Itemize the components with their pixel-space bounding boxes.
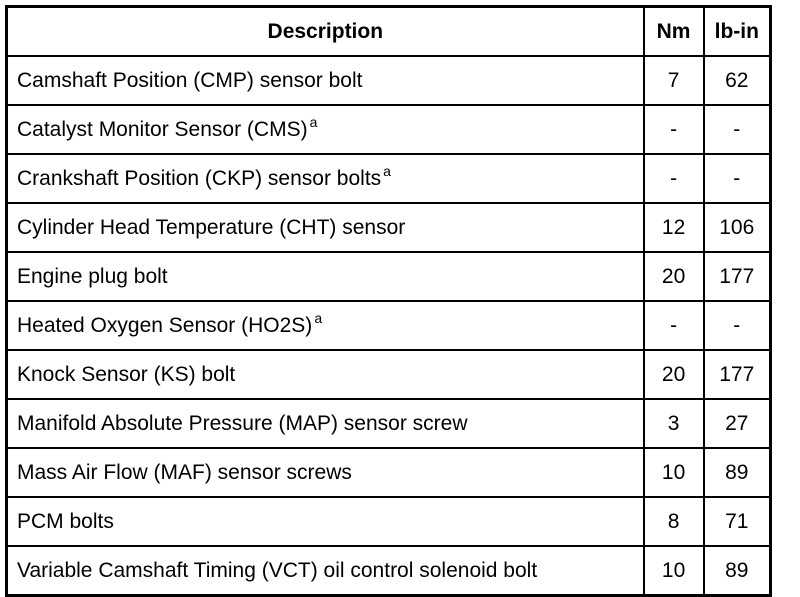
description-text: Camshaft Position (CMP) sensor bolt xyxy=(17,68,363,92)
lbin-cell: - xyxy=(702,104,772,155)
description-text: Variable Camshaft Timing (VCT) oil contr… xyxy=(17,558,538,582)
description-text: Cylinder Head Temperature (CHT) sensor xyxy=(17,215,406,239)
description-text: Engine plug bolt xyxy=(17,264,168,288)
nm-cell: 20 xyxy=(642,349,705,400)
footnote-marker: a xyxy=(314,309,323,326)
nm-cell: 10 xyxy=(642,447,705,498)
description-text: Knock Sensor (KS) bolt xyxy=(17,362,236,386)
table-row: Manifold Absolute Pressure (MAP) sensor … xyxy=(5,398,772,449)
nm-cell: 12 xyxy=(642,202,705,253)
lbin-cell: 62 xyxy=(702,55,772,106)
header-cell: Description xyxy=(5,5,645,57)
table-row: Catalyst Monitor Sensor (CMS) a - - xyxy=(5,104,772,155)
nm-cell: - xyxy=(642,104,705,155)
table-row: Cylinder Head Temperature (CHT) sensor 12… xyxy=(5,202,772,253)
description-cell: Mass Air Flow (MAF) sensor screws xyxy=(5,447,645,498)
description-text: Heated Oxygen Sensor (HO2S) xyxy=(17,313,313,337)
nm-cell: - xyxy=(642,153,705,204)
table-row: Engine plug bolt 20 177 xyxy=(5,251,772,302)
table-row: Camshaft Position (CMP) sensor bolt 7 62 xyxy=(5,55,772,106)
nm-cell: - xyxy=(642,300,705,351)
lbin-cell: 71 xyxy=(702,496,772,547)
lbin-cell: - xyxy=(702,153,772,204)
nm-cell: 20 xyxy=(642,251,705,302)
description-cell: Heated Oxygen Sensor (HO2S) a xyxy=(5,300,645,351)
lbin-cell: 89 xyxy=(702,447,772,498)
description-cell: Crankshaft Position (CKP) sensor bolts a xyxy=(5,153,645,204)
lbin-cell: - xyxy=(702,300,772,351)
table-row: Knock Sensor (KS) bolt 20 177 xyxy=(5,349,772,400)
torque-table: Description Nm lb-in Camshaft Position (… xyxy=(5,5,772,597)
lbin-cell: 106 xyxy=(702,202,772,253)
footnote-marker: a xyxy=(383,162,391,179)
table-row: Mass Air Flow (MAF) sensor screws 10 89 xyxy=(5,447,772,498)
description-cell: Engine plug bolt xyxy=(5,251,645,302)
footnote-marker: a xyxy=(309,113,318,130)
table-row: Heated Oxygen Sensor (HO2S) a - - xyxy=(5,300,772,351)
description-cell: Manifold Absolute Pressure (MAP) sensor … xyxy=(5,398,645,449)
table-body: Camshaft Position (CMP) sensor bolt 7 62 Ca… xyxy=(5,55,772,597)
description-text: PCM bolts xyxy=(17,509,114,533)
header-cell: lb-in xyxy=(702,5,772,57)
description-cell: Variable Camshaft Timing (VCT) oil contr… xyxy=(5,545,645,597)
description-cell: PCM bolts xyxy=(5,496,645,547)
nm-cell: 8 xyxy=(642,496,705,547)
table-row: Crankshaft Position (CKP) sensor bolts a -… xyxy=(5,153,772,204)
description-cell: Camshaft Position (CMP) sensor bolt xyxy=(5,55,645,106)
lbin-cell: 177 xyxy=(702,349,772,400)
description-cell: Cylinder Head Temperature (CHT) sensor xyxy=(5,202,645,253)
header-row: Description Nm lb-in xyxy=(5,5,772,57)
lbin-cell: 27 xyxy=(702,398,772,449)
table-header: Description Nm lb-in xyxy=(5,5,772,57)
header-cell: Nm xyxy=(642,5,705,57)
lbin-cell: 177 xyxy=(702,251,772,302)
description-cell: Catalyst Monitor Sensor (CMS) a xyxy=(5,104,645,155)
description-cell: Knock Sensor (KS) bolt xyxy=(5,349,645,400)
description-text: Manifold Absolute Pressure (MAP) sensor … xyxy=(17,411,468,435)
nm-cell: 3 xyxy=(642,398,705,449)
nm-cell: 10 xyxy=(642,545,705,597)
description-text: Catalyst Monitor Sensor (CMS) xyxy=(17,117,308,141)
description-text: Crankshaft Position (CKP) sensor bolts xyxy=(17,166,382,190)
table-row: Variable Camshaft Timing (VCT) oil contr… xyxy=(5,545,772,597)
description-text: Mass Air Flow (MAF) sensor screws xyxy=(17,460,352,484)
lbin-cell: 89 xyxy=(702,545,772,597)
nm-cell: 7 xyxy=(642,55,705,106)
table-row: PCM bolts 8 71 xyxy=(5,496,772,547)
